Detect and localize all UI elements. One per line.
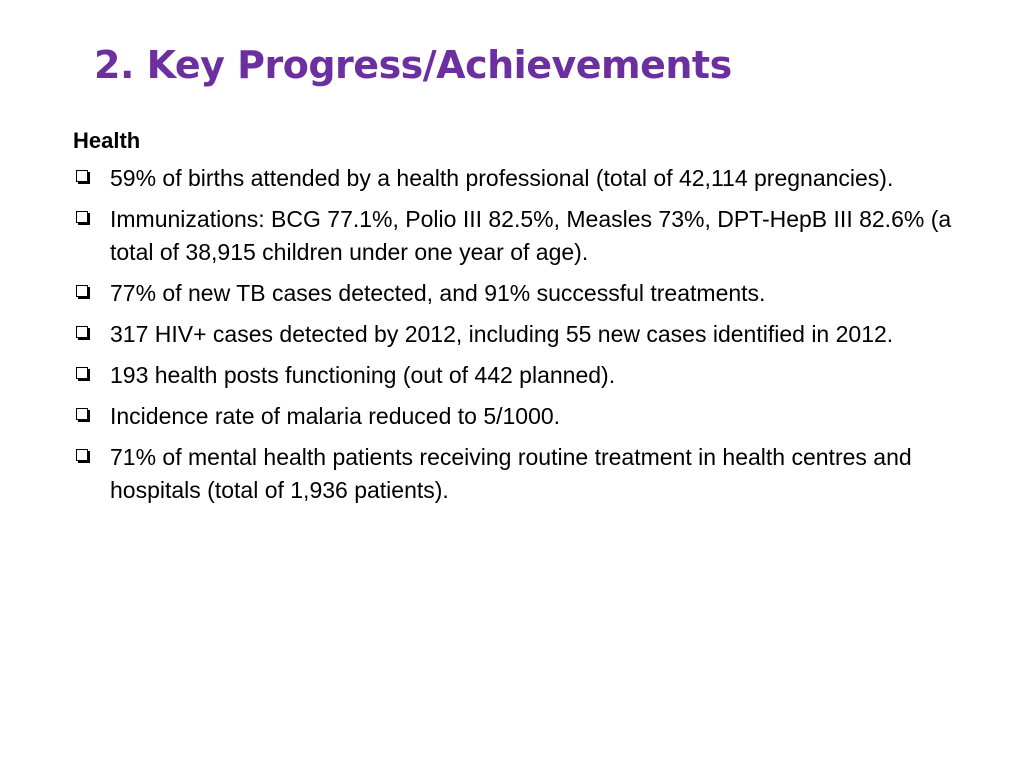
- bullet-item-immunizations: Immunizations: BCG 77.1%, Polio III 82.5…: [73, 203, 983, 269]
- slide-title: 2. Key Progress/Achievements: [94, 43, 732, 87]
- bullet-text: 193 health posts functioning (out of 442…: [110, 362, 616, 388]
- bullet-item-tb: 77% of new TB cases detected, and 91% su…: [73, 277, 983, 310]
- slide-content: Health 59% of births attended by a healt…: [73, 124, 983, 515]
- bullet-item-births: 59% of births attended by a health profe…: [73, 162, 983, 195]
- bullet-text: 77% of new TB cases detected, and 91% su…: [110, 280, 766, 306]
- bullet-text: 317 HIV+ cases detected by 2012, includi…: [110, 321, 894, 347]
- square-bullet-icon: [76, 211, 88, 223]
- square-bullet-icon: [76, 170, 88, 182]
- square-bullet-icon: [76, 326, 88, 338]
- bullet-text: 71% of mental health patients receiving …: [110, 444, 912, 503]
- bullet-text: Incidence rate of malaria reduced to 5/1…: [110, 403, 561, 429]
- bullet-item-health-posts: 193 health posts functioning (out of 442…: [73, 359, 983, 392]
- bullet-item-mental-health: 71% of mental health patients receiving …: [73, 441, 983, 507]
- bullet-text: Immunizations: BCG 77.1%, Polio III 82.5…: [110, 206, 952, 265]
- square-bullet-icon: [76, 367, 88, 379]
- square-bullet-icon: [76, 285, 88, 297]
- bullet-text: 59% of births attended by a health profe…: [110, 165, 894, 191]
- bullet-item-hiv: 317 HIV+ cases detected by 2012, includi…: [73, 318, 983, 351]
- square-bullet-icon: [76, 408, 88, 420]
- bullet-list: 59% of births attended by a health profe…: [73, 162, 983, 507]
- section-heading: Health: [73, 128, 141, 153]
- bullet-item-malaria: Incidence rate of malaria reduced to 5/1…: [73, 400, 983, 433]
- square-bullet-icon: [76, 449, 88, 461]
